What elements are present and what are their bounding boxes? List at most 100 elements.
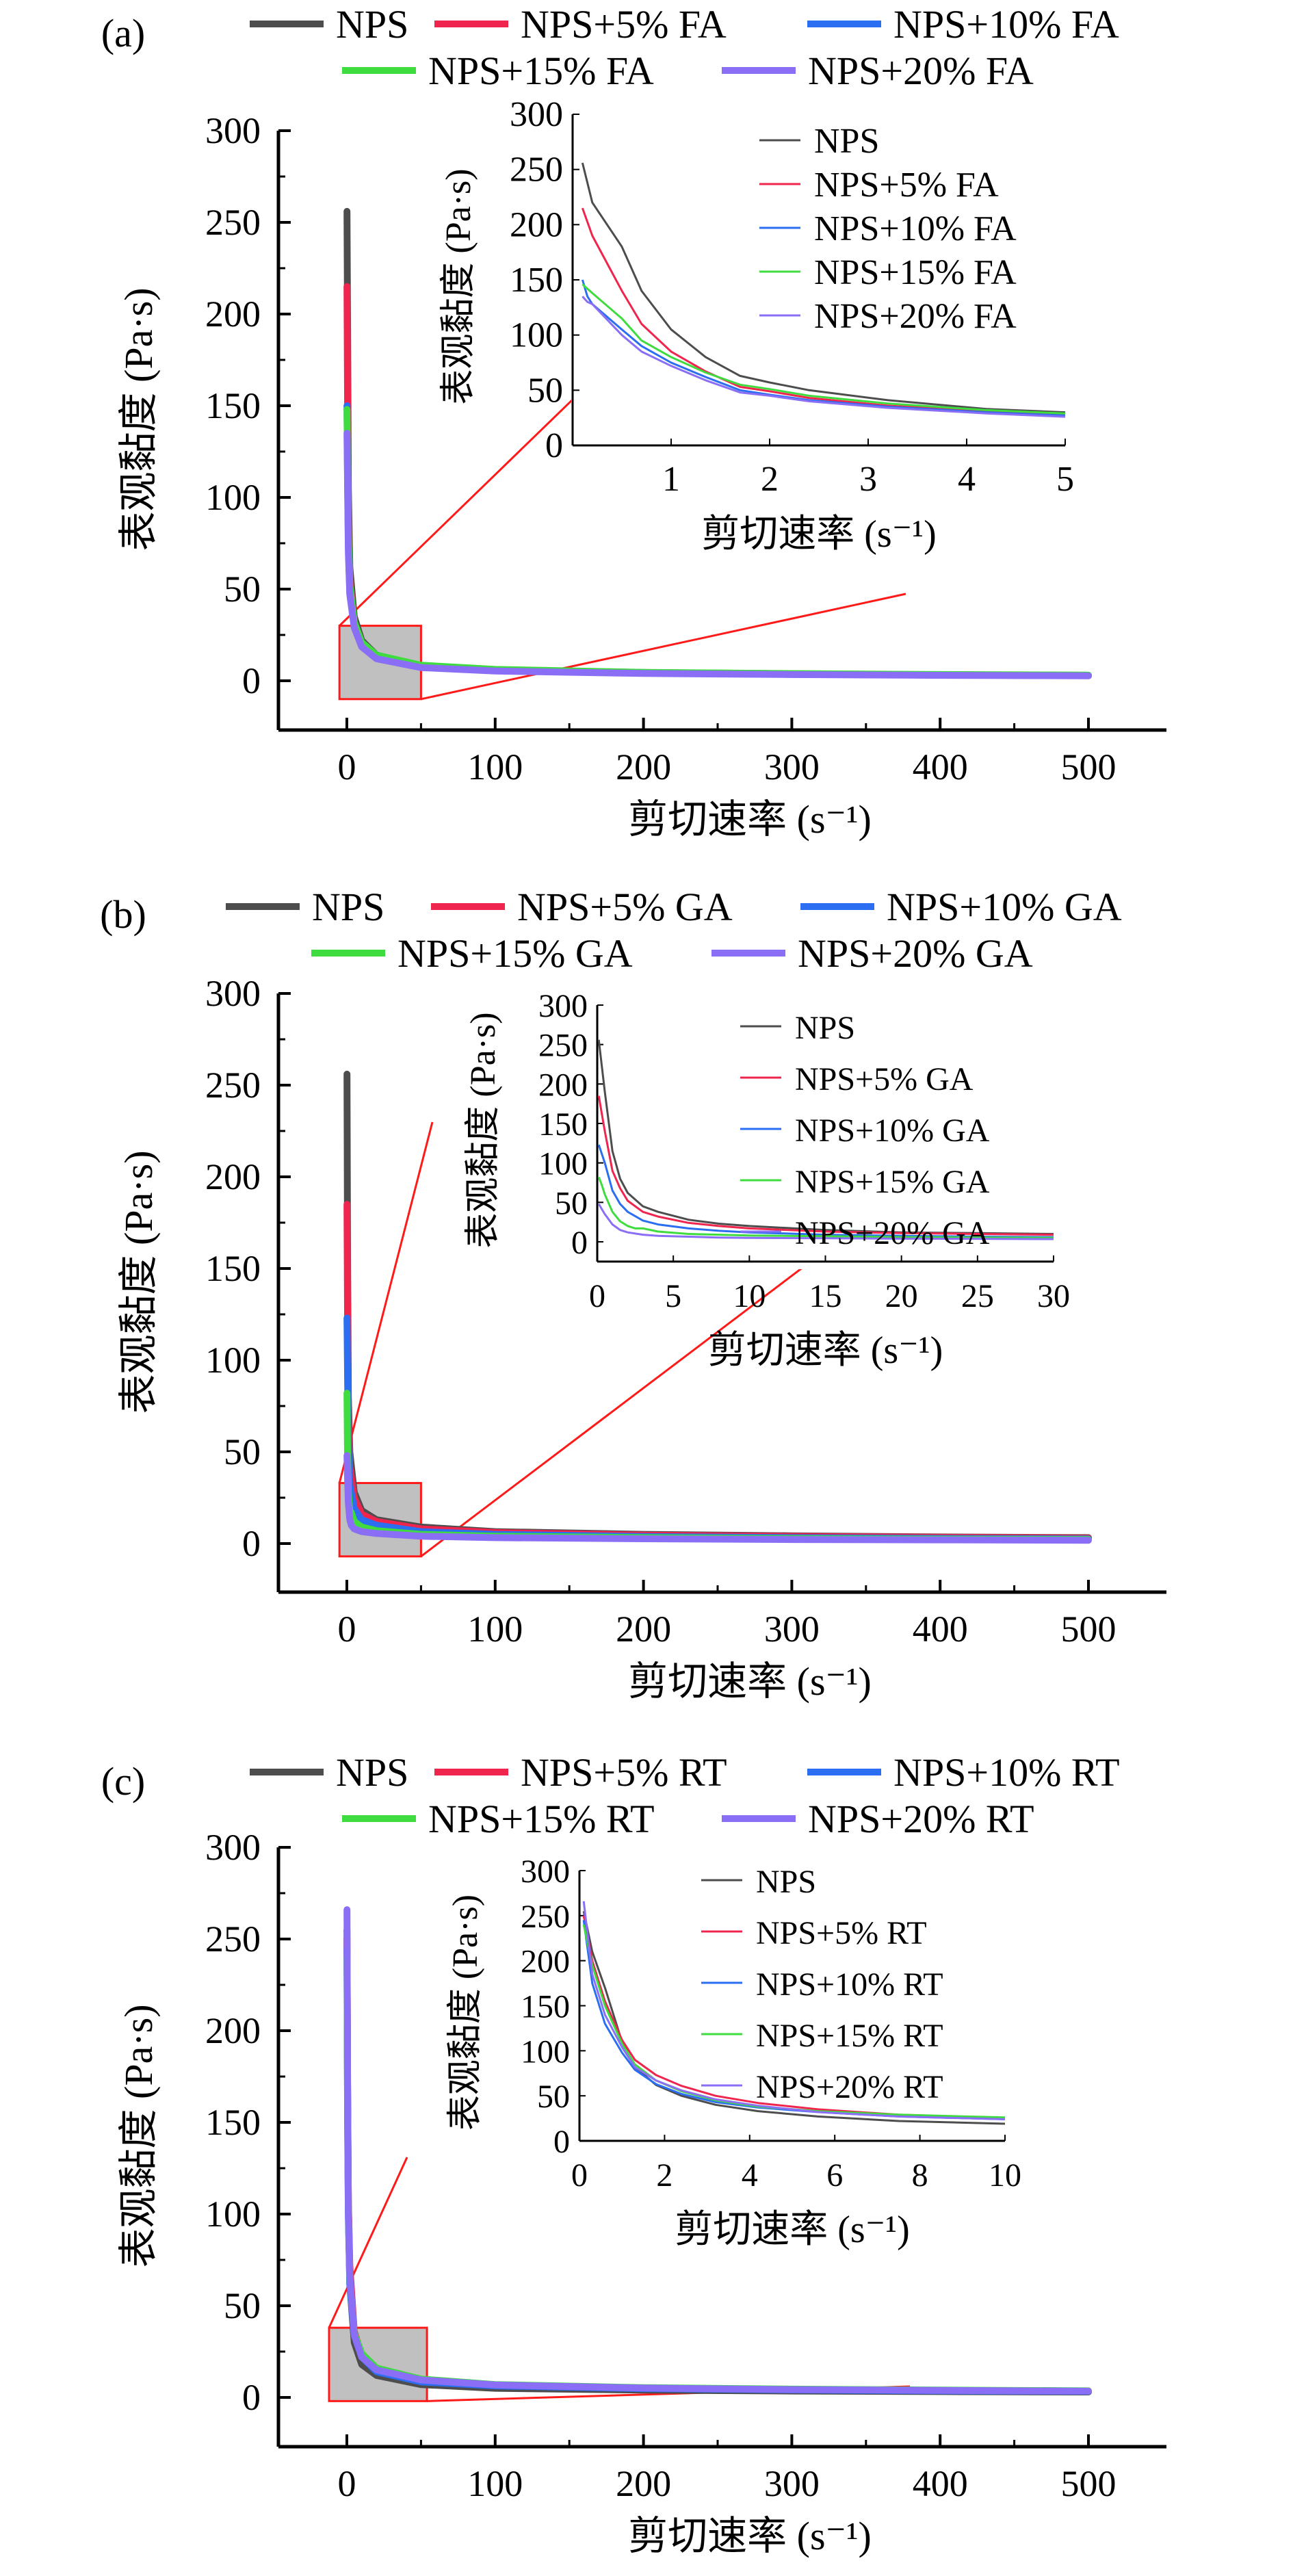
inset-legend-label: NPS+15% RT: [756, 2018, 943, 2054]
y-axis-label: 表观黏度 (Pa·s): [116, 287, 161, 551]
inset-legend-label: NPS+5% FA: [814, 166, 999, 205]
x-tick-label: 300: [764, 746, 820, 788]
inset-series-line-nps-15-fa: [582, 283, 1066, 415]
x-tick-label: 300: [764, 1609, 820, 1650]
inset-y-tick-label: 300: [510, 95, 563, 134]
inset-y-tick-label: 250: [510, 151, 563, 190]
inset-x-tick-label: 30: [1037, 1278, 1070, 1314]
inset-legend-label: NPS: [814, 122, 879, 161]
y-tick-label: 300: [205, 1827, 261, 1868]
inset-series-line-nps-10-ga: [597, 1144, 1054, 1238]
inset-legend-label: NPS+10% RT: [756, 1966, 943, 2003]
inset-x-tick-label: 2: [761, 460, 779, 499]
panel-label: (b): [100, 892, 146, 937]
x-tick-label: 400: [913, 1609, 968, 1650]
inset-y-tick-label: 200: [521, 1944, 570, 1980]
inset-series-line-nps: [581, 162, 1066, 414]
legend-label: NPS+5% RT: [521, 1750, 727, 1795]
x-axis-label: 剪切速率 (s⁻¹): [628, 797, 872, 842]
inset-legend-label: NPS+5% GA: [795, 1061, 974, 1097]
y-tick-label: 0: [242, 1523, 261, 1564]
y-tick-label: 100: [205, 2194, 261, 2235]
x-tick-label: 100: [467, 1609, 523, 1650]
series-line-nps-20-ga: [343, 1452, 1092, 1544]
y-tick-label: 250: [205, 1065, 261, 1106]
zoom-connector: [338, 1121, 434, 1483]
y-tick-label: 300: [205, 110, 261, 151]
inset-x-tick-label: 25: [961, 1278, 994, 1314]
y-tick-label: 150: [205, 1248, 261, 1289]
inset-x-tick-label: 10: [733, 1278, 766, 1314]
y-axis-label: 表观黏度 (Pa·s): [116, 1150, 161, 1414]
legend-label: NPS+5% FA: [521, 2, 727, 47]
x-tick-label: 200: [616, 2463, 671, 2504]
series-line-nps-20-rt: [343, 1906, 1092, 2395]
legend-label: NPS+20% FA: [808, 49, 1034, 93]
y-tick-label: 150: [205, 2102, 261, 2143]
x-tick-label: 500: [1061, 746, 1116, 788]
inset-y-tick-label: 150: [521, 1989, 570, 2025]
panel-c: (c) NPS NPS+5% RT NPS+10% RT NPS+15% RT NPS+2…: [101, 1750, 1166, 2558]
inset-y-tick-label: 100: [510, 316, 563, 355]
inset-series-line-nps-20-ga: [597, 1203, 1054, 1240]
y-tick-label: 300: [205, 973, 261, 1014]
inset-x-tick-label: 5: [665, 1278, 681, 1314]
inset: 0 50 100 150 200 250 300 1 2 3 4 5 剪切速率 (s⁻¹) 表观黏度 (P…: [439, 95, 1078, 556]
inset-y-tick-label: 100: [538, 1146, 588, 1182]
inset-y-tick-label: 0: [571, 1225, 588, 1261]
y-tick-label: 250: [205, 1918, 261, 1960]
panel-a: (a) NPS NPS+5% FA NPS+10% FA NPS+15% FA NPS+2…: [101, 2, 1166, 842]
y-tick-label: 50: [224, 569, 261, 610]
inset-x-tick-label: 6: [826, 2157, 843, 2194]
inset-x-tick-label: 1: [662, 460, 680, 499]
inset-y-tick-label: 0: [553, 2124, 570, 2160]
x-tick-label: 100: [467, 2463, 523, 2504]
inset-x-tick-label: 2: [656, 2157, 672, 2194]
inset-legend-label: NPS+20% FA: [814, 297, 1017, 336]
legend-label: NPS+10% GA: [887, 885, 1122, 929]
inset-series-line-nps-20-fa: [582, 296, 1066, 418]
inset-series-line-nps-5-rt: [582, 1915, 1006, 2120]
y-tick-label: 100: [205, 1340, 261, 1381]
inset-legend-label: NPS+20% RT: [756, 2069, 943, 2105]
inset-y-tick-label: 150: [538, 1106, 588, 1143]
inset-y-tick-label: 300: [521, 1853, 570, 1890]
inset: 0 50 100 150 200 250 300 0 2 4 6 8 10 剪切速率 (s⁻¹) 表观黏度 …: [446, 1853, 1021, 2251]
legend-label: NPS: [312, 885, 384, 929]
inset-legend-label: NPS+20% GA: [795, 1215, 990, 1251]
inset-series-line-nps: [582, 1910, 1006, 2125]
inset-y-tick-label: 250: [538, 1028, 588, 1064]
inset-y-tick-label: 200: [538, 1067, 588, 1103]
inset-legend-label: NPS+10% FA: [814, 209, 1017, 248]
y-axis-label: 表观黏度 (Pa·s): [116, 2004, 161, 2267]
inset-x-axis-label: 剪切速率 (s⁻¹): [701, 513, 936, 556]
y-tick-label: 0: [242, 2377, 261, 2418]
inset-y-tick-label: 0: [545, 426, 563, 465]
inset-x-tick-label: 4: [958, 460, 976, 499]
legend-label: NPS+15% RT: [428, 1797, 655, 1841]
zoom-connector: [328, 2157, 408, 2328]
inset-y-tick-label: 100: [521, 2033, 570, 2070]
inset-y-axis-label: 表观黏度 (Pa·s): [439, 168, 478, 404]
zoom-box: [328, 2326, 428, 2402]
panel-label: (a): [101, 11, 145, 55]
x-tick-label: 200: [616, 746, 671, 788]
panel-b: (b) NPS NPS+5% GA NPS+10% GA NPS+15% GA NPS+2…: [100, 885, 1166, 1704]
x-tick-label: 200: [616, 1609, 671, 1650]
y-tick-label: 250: [205, 202, 261, 243]
series-line-nps-20-fa: [343, 430, 1092, 679]
inset-y-tick-label: 50: [555, 1185, 588, 1221]
y-tick-label: 150: [205, 385, 261, 426]
y-tick-label: 50: [224, 2285, 261, 2326]
inset-legend-label: NPS: [795, 1010, 855, 1046]
y-tick-label: 200: [205, 1156, 261, 1197]
legend-label: NPS+10% FA: [893, 2, 1119, 47]
inset-series-line-nps-20-rt: [582, 1901, 1006, 2120]
x-tick-label: 500: [1061, 1609, 1116, 1650]
x-tick-label: 400: [913, 746, 968, 788]
legend-label: NPS+15% FA: [428, 49, 654, 93]
legend-label: NPS: [336, 2, 408, 47]
inset-y-tick-label: 50: [537, 2079, 570, 2115]
